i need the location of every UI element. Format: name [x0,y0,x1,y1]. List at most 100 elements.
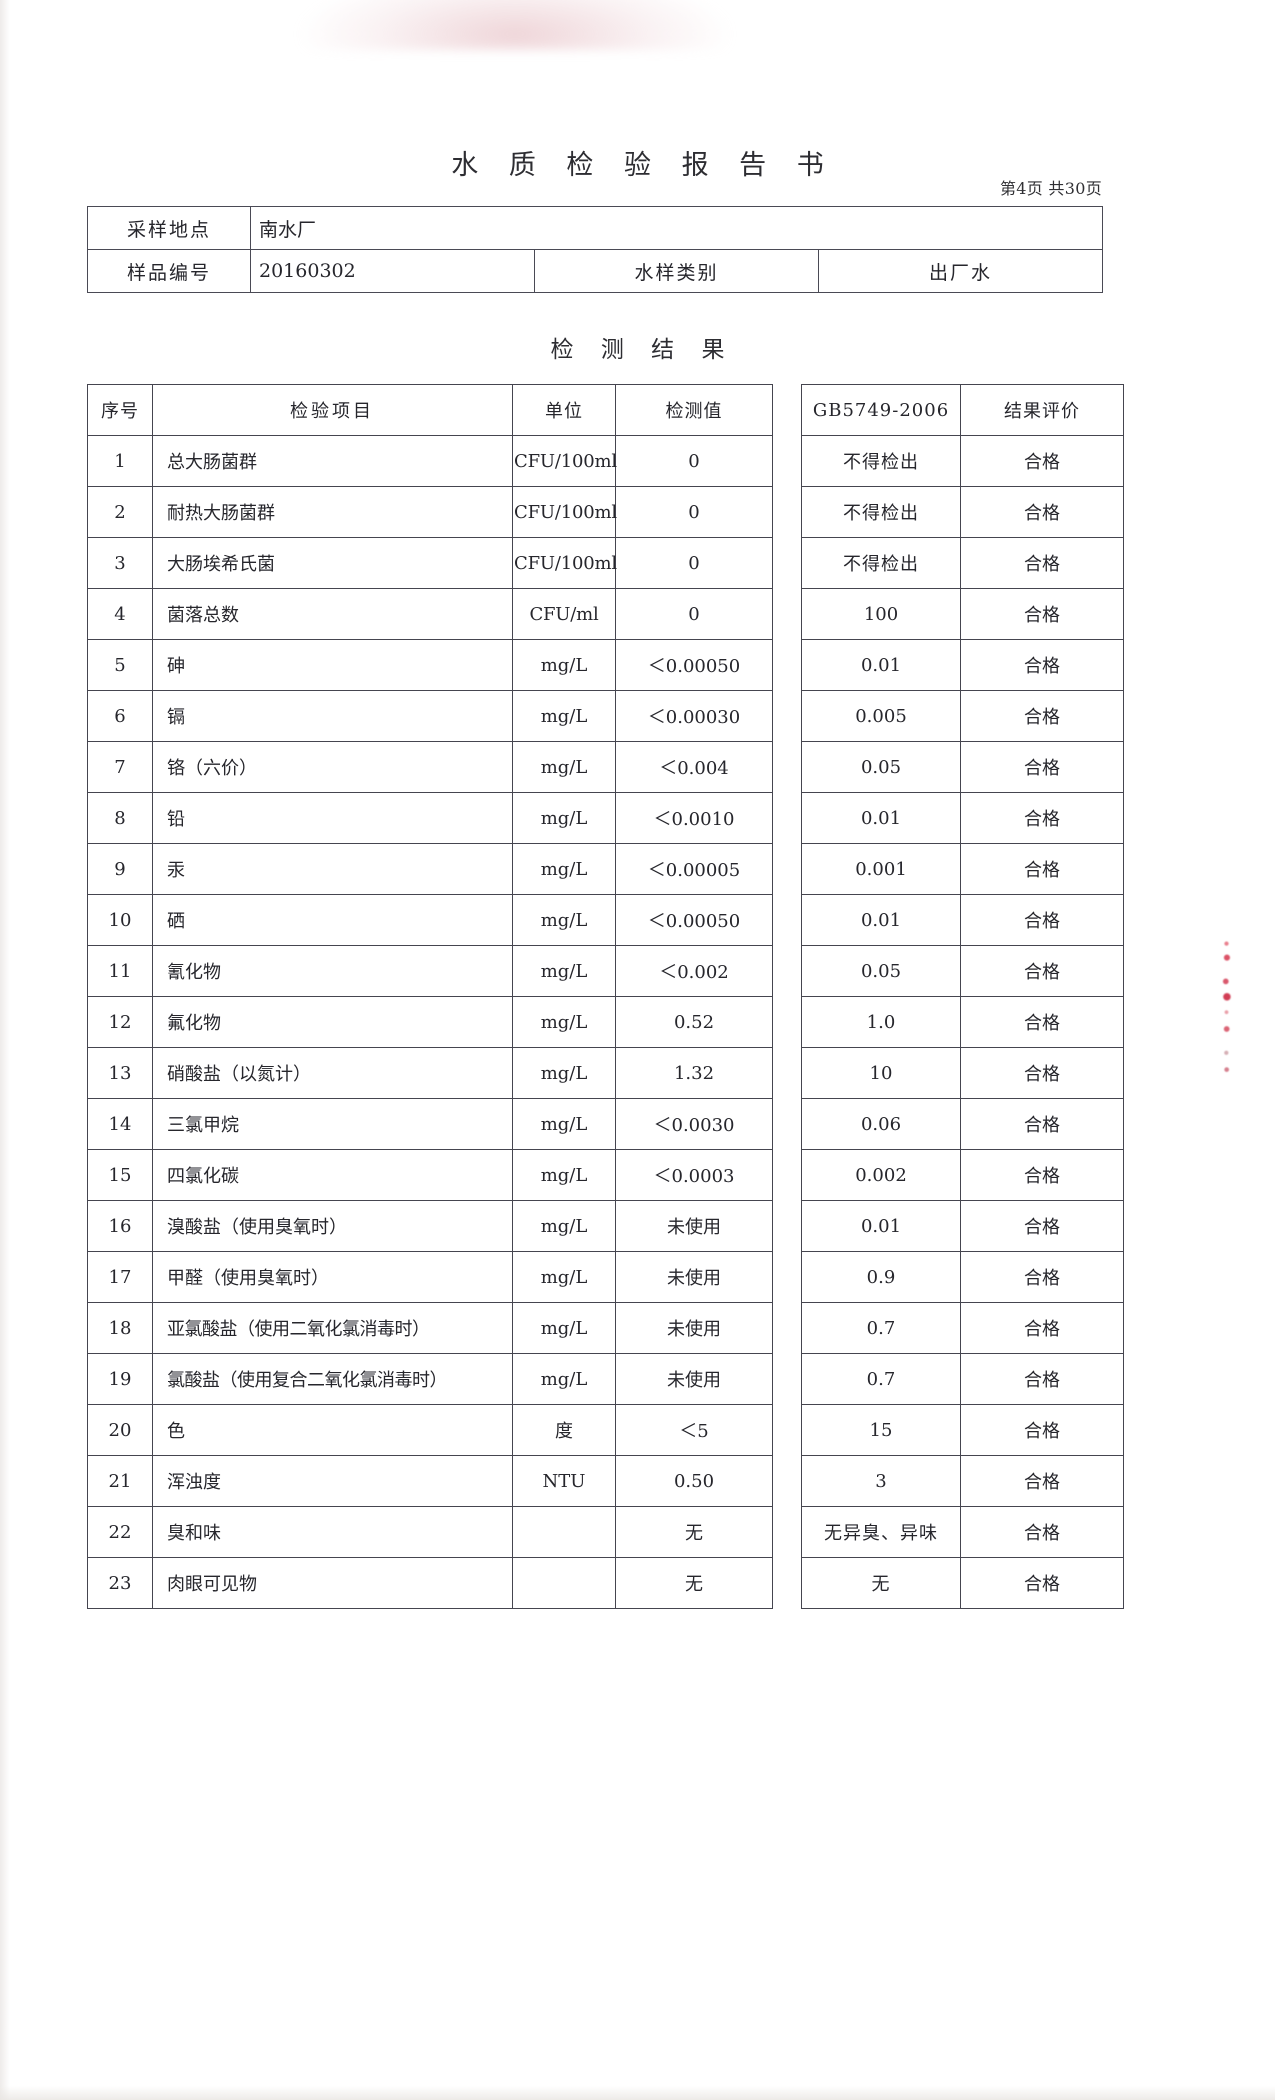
column-header-no: 序号 [87,384,153,436]
cell-value: ＜0.0010 [615,792,773,844]
cell-standard: 3 [801,1455,961,1507]
cell-value: ＜0.00030 [615,690,773,742]
sample-info-table: 采样地点 南水厂 样品编号 20160302 水样类别 出厂水 [87,206,1103,293]
table-row: 1 总大肠菌群 CFU/100ml 0 不得检出 合格 [87,435,1124,487]
cell-gap-spacer [773,1252,802,1303]
cell-no: 18 [87,1302,153,1354]
scan-edge-shadow-bottom [0,2086,1275,2100]
cell-item: 浑浊度 [152,1455,513,1507]
cell-item: 汞 [152,843,513,895]
cell-unit: mg/L [512,690,616,742]
table-row: 10 硒 mg/L ＜0.00050 0.01 合格 [87,894,1124,946]
cell-evaluation: 合格 [960,792,1124,844]
cell-item: 氯酸盐（使用复合二氧化氯消毒时） [152,1353,513,1405]
cell-unit: mg/L [512,1047,616,1099]
cell-evaluation: 合格 [960,1251,1124,1303]
table-row: 9 汞 mg/L ＜0.00005 0.001 合格 [87,843,1124,895]
table-row: 20 色度＜5 15 合格 [87,1404,1124,1456]
cell-value: ＜0.0003 [615,1149,773,1201]
cell-evaluation: 合格 [960,894,1124,946]
cell-value: 0 [615,435,773,487]
cell-no: 3 [87,537,153,589]
table-row: 5 砷 mg/L ＜0.00050 0.01 合格 [87,639,1124,691]
cell-no: 11 [87,945,153,997]
cell-gap-spacer [773,1150,802,1201]
cell-unit: CFU/100ml [512,435,617,487]
cell-evaluation: 合格 [960,1149,1124,1201]
cell-standard: 0.01 [801,894,961,946]
table-row: 7 铬（六价） mg/L ＜0.004 0.05 合格 [87,741,1124,793]
cell-evaluation: 合格 [960,1302,1124,1354]
cell-gap-spacer [773,487,802,538]
table-row: 2 耐热大肠菌群 CFU/100ml 0 不得检出 合格 [87,486,1124,538]
water-quality-results-table: 序号 检验项目 单位 检测值 GB5749-2006 结果评价 1 总大肠菌群 CF… [87,384,1124,1609]
cell-unit: CFU/ml [512,588,616,640]
cell-item: 耐热大肠菌群 [152,486,513,538]
cell-gap-spacer [773,997,802,1048]
cell-unit: mg/L [512,741,616,793]
cell-unit [512,1557,616,1609]
sampling-location-value: 南水厂 [250,206,1103,250]
cell-item: 硝酸盐（以氮计） [152,1047,513,1099]
cell-no: 20 [87,1404,153,1456]
table-row: 样品编号 20160302 水样类别 出厂水 [87,249,1103,293]
cell-gap-spacer [773,946,802,997]
cell-no: 15 [87,1149,153,1201]
cell-value: ＜0.00050 [615,894,773,946]
cell-item: 砷 [152,639,513,691]
cell-value: ＜0.004 [615,741,773,793]
cell-gap-spacer [773,538,802,589]
cell-item: 氰化物 [152,945,513,997]
table-row: 11 氰化物 mg/L ＜0.002 0.05 合格 [87,945,1124,997]
cell-value: 0 [615,486,773,538]
cell-value: 1.32 [615,1047,773,1099]
table-row: 12 氟化物 mg/L 0.52 1.0 合格 [87,996,1124,1048]
cell-standard: 0.05 [801,945,961,997]
cell-item: 大肠埃希氏菌 [152,537,513,589]
cell-unit: NTU [512,1455,616,1507]
cell-evaluation: 合格 [960,1404,1124,1456]
cell-no: 14 [87,1098,153,1150]
cell-gap-spacer [773,1507,802,1558]
cell-value: 未使用 [615,1251,773,1303]
table-row: 23 肉眼可见物无无合格 [87,1557,1124,1609]
cell-no: 13 [87,1047,153,1099]
column-header-unit: 单位 [512,384,616,436]
water-type-value: 出厂水 [818,249,1103,293]
cell-evaluation: 合格 [960,996,1124,1048]
scan-red-margin-mark [1222,938,1231,1078]
table-row: 17 甲醛（使用臭氧时） mg/L 未使用 0.9 合格 [87,1251,1124,1303]
cell-standard: 0.7 [801,1302,961,1354]
cell-standard: 0.06 [801,1098,961,1150]
cell-standard: 0.7 [801,1353,961,1405]
cell-standard: 0.005 [801,690,961,742]
cell-gap-spacer [773,1048,802,1099]
cell-standard: 无异臭、异味 [801,1506,961,1558]
cell-unit: mg/L [512,1302,616,1354]
cell-evaluation: 合格 [960,1353,1124,1405]
cell-evaluation: 合格 [960,1557,1124,1609]
cell-evaluation: 合格 [960,588,1124,640]
cell-value: 0 [615,537,773,589]
cell-no: 16 [87,1200,153,1252]
cell-unit: CFU/100ml [512,537,617,589]
cell-gap-spacer [773,742,802,793]
cell-value: 无 [615,1506,773,1558]
cell-item: 四氯化碳 [152,1149,513,1201]
cell-item: 总大肠菌群 [152,435,513,487]
cell-gap-spacer [773,1405,802,1456]
cell-standard: 1.0 [801,996,961,1048]
cell-no: 1 [87,435,153,487]
cell-standard: 0.01 [801,792,961,844]
cell-gap-spacer [773,793,802,844]
cell-no: 5 [87,639,153,691]
cell-value: 0.50 [615,1455,773,1507]
cell-evaluation: 合格 [960,1200,1124,1252]
cell-value: 0 [615,588,773,640]
cell-item: 肉眼可见物 [152,1557,513,1609]
cell-evaluation: 合格 [960,435,1124,487]
cell-gap-spacer [773,589,802,640]
cell-gap-spacer [773,436,802,487]
cell-unit: 度 [512,1404,616,1456]
cell-gap-spacer [773,1099,802,1150]
